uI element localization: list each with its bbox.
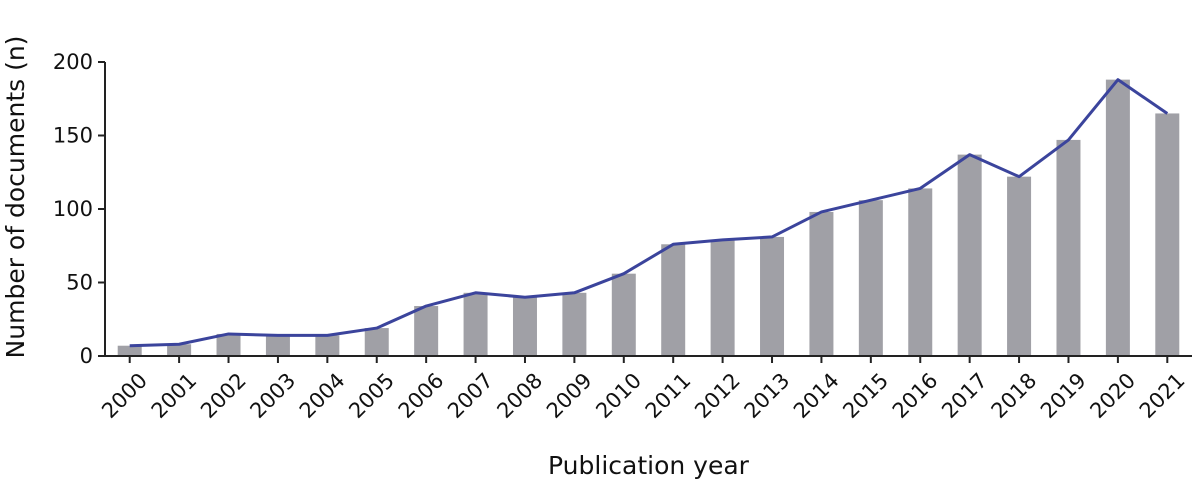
x-tick-label: 2003	[245, 368, 300, 423]
bar-2010	[611, 273, 636, 356]
x-tick-label: 2007	[443, 368, 498, 423]
bar-2002	[216, 333, 241, 356]
line-series	[129, 78, 1169, 348]
x-tick-label: 2013	[740, 368, 795, 423]
x-axis-title: Publication year	[548, 451, 750, 480]
bar-2020	[1105, 79, 1130, 356]
bar-2014	[809, 211, 834, 356]
x-tick-label: 2006	[394, 368, 449, 423]
x-tick-label: 2021	[1135, 368, 1190, 423]
x-tick-label: 2004	[295, 368, 350, 423]
x-tick-label: 2014	[789, 368, 844, 423]
bar-2000	[117, 345, 142, 356]
bar-2009	[562, 292, 587, 356]
bar-2001	[167, 344, 192, 356]
x-tick-label: 2001	[147, 368, 202, 423]
bar-2005	[364, 328, 389, 356]
bar-series	[117, 79, 1180, 356]
x-tick-label: 2002	[196, 368, 251, 423]
x-tick-label: 2020	[1085, 368, 1140, 423]
bar-2013	[760, 236, 785, 356]
bar-2015	[858, 200, 883, 356]
x-tick-label: 2019	[1036, 368, 1091, 423]
bar-2018	[1007, 176, 1032, 356]
x-tick-label: 2011	[641, 368, 696, 423]
bar-2006	[414, 306, 439, 356]
bar-2016	[908, 188, 933, 356]
x-axis-ticks: 2000200120022003200420052006200720082009…	[97, 356, 1190, 423]
x-tick-label: 2010	[591, 368, 646, 423]
x-tick-label: 2012	[690, 368, 745, 423]
bar-2017	[957, 154, 982, 356]
y-tick-label: 200	[53, 50, 93, 74]
y-tick-label: 100	[53, 197, 93, 221]
bar-2012	[710, 239, 735, 356]
x-tick-label: 2017	[937, 368, 992, 423]
bar-2008	[512, 297, 537, 356]
y-tick-label: 150	[53, 124, 93, 148]
trend-line	[129, 78, 1169, 348]
bar-2003	[265, 335, 290, 356]
x-tick-label: 2000	[97, 368, 152, 423]
bar-2007	[463, 292, 488, 356]
y-tick-label: 50	[66, 271, 93, 295]
bar-2004	[315, 335, 340, 356]
x-tick-label: 2016	[888, 368, 943, 423]
x-tick-label: 2015	[838, 368, 893, 423]
bar-2011	[661, 244, 686, 356]
bar-2019	[1056, 139, 1081, 356]
x-tick-label: 2009	[542, 368, 597, 423]
x-tick-label: 2005	[344, 368, 399, 423]
y-axis-title: Number of documents (n)	[1, 36, 30, 359]
x-tick-label: 2008	[492, 368, 547, 423]
x-tick-label: 2018	[987, 368, 1042, 423]
y-axis-ticks: 0 50 100 150 200	[53, 50, 105, 368]
bar-2021	[1155, 113, 1180, 356]
y-tick-label: 0	[80, 344, 93, 368]
